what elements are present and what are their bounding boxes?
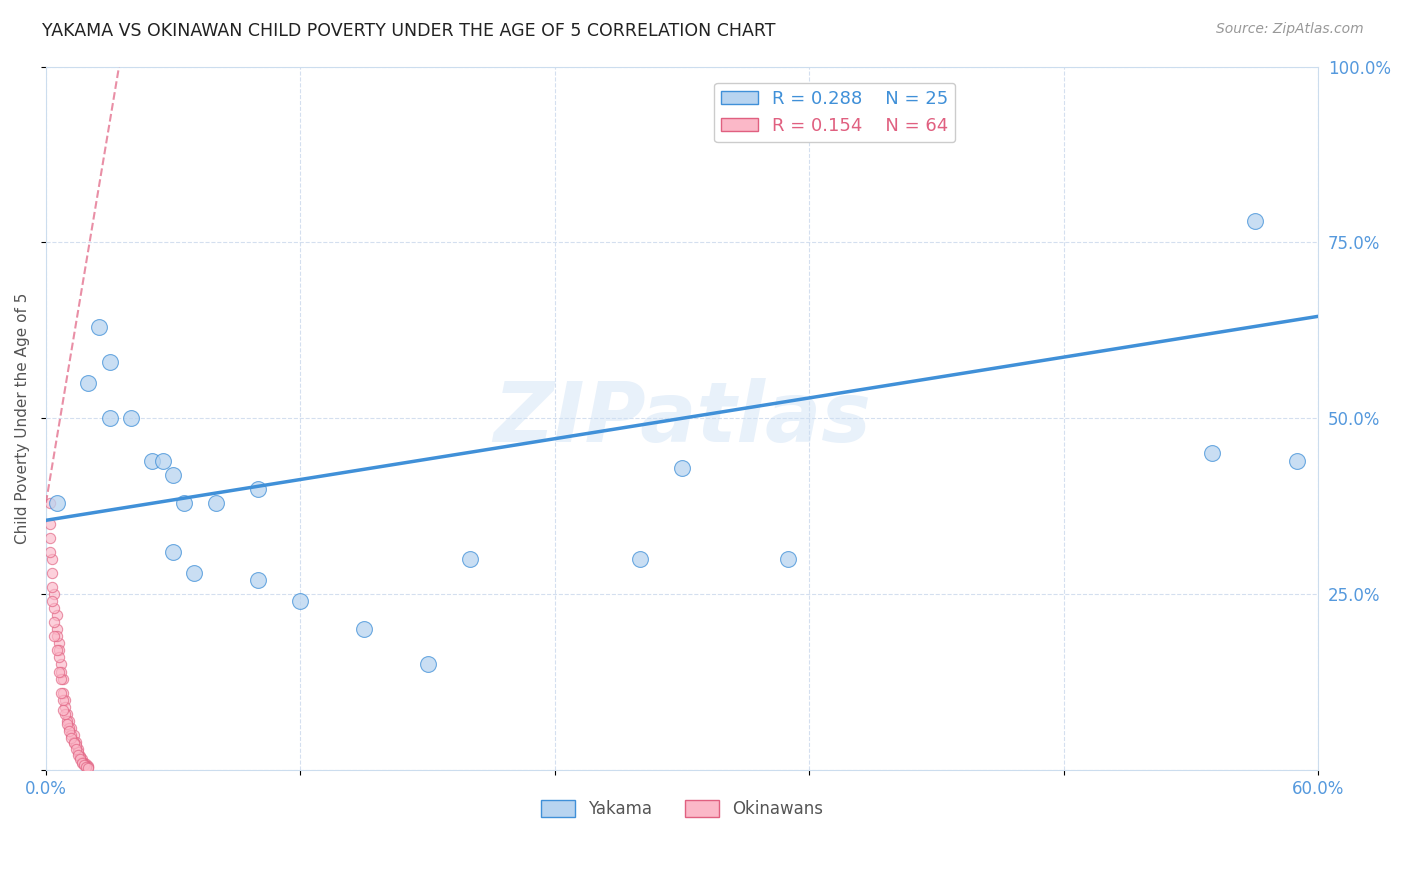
Legend: Yakama, Okinawans: Yakama, Okinawans [534, 794, 830, 825]
Point [49, 672, 72, 686]
Text: Source: ZipAtlas.com: Source: ZipAtlas.com [1216, 22, 1364, 37]
Point [75, 758, 97, 772]
Point [1201, 446, 1223, 460]
Point [353, 623, 375, 637]
Point [44, 629, 66, 643]
Point [45, 643, 67, 657]
Point [65, 735, 87, 749]
Point [49, 665, 72, 679]
Point [77, 760, 100, 774]
Point [69, 748, 91, 763]
Point [52, 692, 75, 706]
Point [66, 746, 89, 760]
Point [41, 580, 63, 594]
Point [173, 496, 195, 510]
Point [77, 376, 100, 391]
Point [65, 739, 87, 753]
Point [58, 724, 80, 739]
Point [62, 736, 84, 750]
Point [48, 650, 70, 665]
Point [56, 714, 79, 728]
Point [152, 453, 174, 467]
Point [69, 752, 91, 766]
Point [416, 657, 439, 672]
Point [48, 636, 70, 650]
Y-axis label: Child Poverty Under the Age of 5: Child Poverty Under the Age of 5 [15, 293, 30, 544]
Point [49, 657, 72, 672]
Point [48, 643, 70, 657]
Point [53, 706, 76, 721]
Point [52, 672, 75, 686]
Point [66, 742, 89, 756]
Point [56, 706, 79, 721]
Point [162, 467, 184, 482]
Point [247, 482, 270, 496]
Point [56, 717, 79, 731]
Point [458, 552, 481, 566]
Point [58, 714, 80, 728]
Point [120, 411, 142, 425]
Point [39, 545, 62, 559]
Point [77, 761, 100, 775]
Point [45, 608, 67, 623]
Point [45, 496, 67, 510]
Point [77, 759, 100, 773]
Point [41, 566, 63, 580]
Point [70, 752, 93, 766]
Point [45, 629, 67, 643]
Point [69, 750, 91, 764]
Point [60, 731, 83, 746]
Point [45, 623, 67, 637]
Text: ZIPatlas: ZIPatlas [494, 378, 872, 458]
Point [62, 728, 84, 742]
Point [671, 460, 693, 475]
Point [39, 496, 62, 510]
Point [39, 531, 62, 545]
Point [98, 355, 121, 369]
Point [52, 685, 75, 699]
Point [73, 756, 96, 770]
Point [141, 453, 163, 467]
Point [70, 755, 93, 769]
Point [39, 516, 62, 531]
Point [60, 721, 83, 735]
Point [44, 601, 66, 615]
Point [98, 411, 121, 425]
Point [48, 665, 70, 679]
Point [162, 545, 184, 559]
Point [62, 735, 84, 749]
Point [1243, 214, 1265, 228]
Point [73, 756, 96, 771]
Point [60, 728, 83, 742]
Point [44, 615, 66, 630]
Point [204, 496, 226, 510]
Point [247, 573, 270, 587]
Point [44, 587, 66, 601]
Point [290, 594, 312, 608]
Point [65, 742, 87, 756]
Point [628, 552, 651, 566]
Point [778, 552, 800, 566]
Point [73, 758, 96, 772]
Point [87, 319, 110, 334]
Point [53, 699, 76, 714]
Point [52, 703, 75, 717]
Text: YAKAMA VS OKINAWAN CHILD POVERTY UNDER THE AGE OF 5 CORRELATION CHART: YAKAMA VS OKINAWAN CHILD POVERTY UNDER T… [42, 22, 776, 40]
Point [41, 594, 63, 608]
Point [53, 692, 76, 706]
Point [49, 685, 72, 699]
Point [58, 721, 80, 735]
Point [75, 760, 97, 774]
Point [75, 757, 97, 772]
Point [183, 566, 205, 580]
Point [41, 552, 63, 566]
Point [66, 747, 89, 762]
Point [70, 756, 93, 770]
Point [1286, 453, 1309, 467]
